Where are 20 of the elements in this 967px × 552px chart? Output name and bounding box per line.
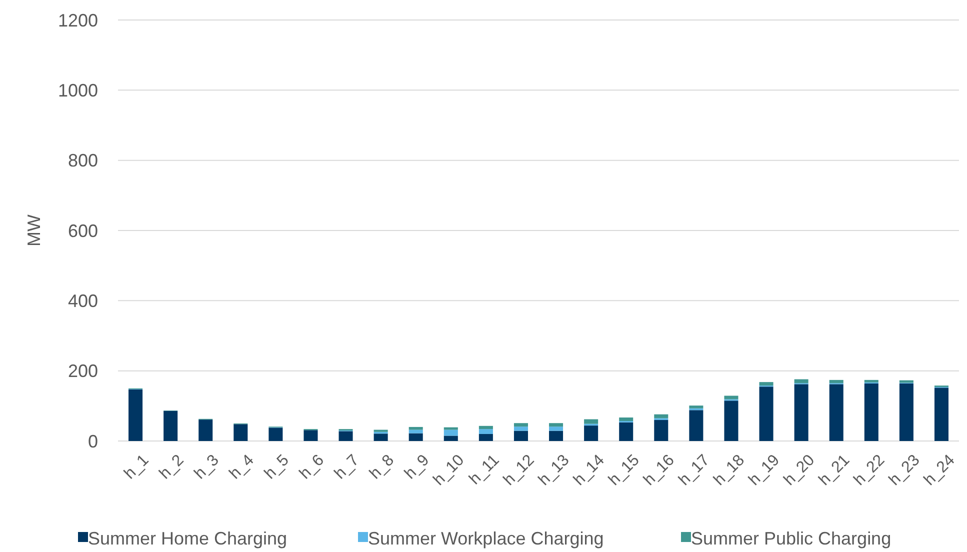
y-tick-label: 1000 [58, 80, 98, 100]
y-tick-label: 200 [68, 361, 98, 382]
x-tick-label: h_8 [366, 452, 398, 483]
x-tick-label: h_5 [262, 452, 292, 483]
x-tick-label: h_3 [191, 452, 222, 483]
x-tick-label: h_7 [332, 452, 363, 483]
legend-label: Summer Workplace Charging [368, 528, 604, 548]
x-tick-label: h_2 [156, 452, 188, 483]
legend-label: Summer Public Charging [691, 528, 892, 548]
legend-label: Summer Home Charging [88, 528, 288, 548]
x-tick-label: h_4 [226, 452, 258, 483]
x-tick-label: h_1 [121, 452, 152, 483]
y-tick-label: 1200 [58, 10, 98, 30]
y-axis-title: MW [24, 214, 44, 246]
x-tick-label: h_6 [296, 452, 328, 483]
y-tick-label: 400 [68, 290, 98, 311]
y-tick-label: 0 [88, 431, 98, 452]
y-tick-label: 600 [68, 220, 98, 241]
y-tick-label: 800 [68, 150, 98, 171]
x-tick-label: h_9 [402, 452, 433, 483]
